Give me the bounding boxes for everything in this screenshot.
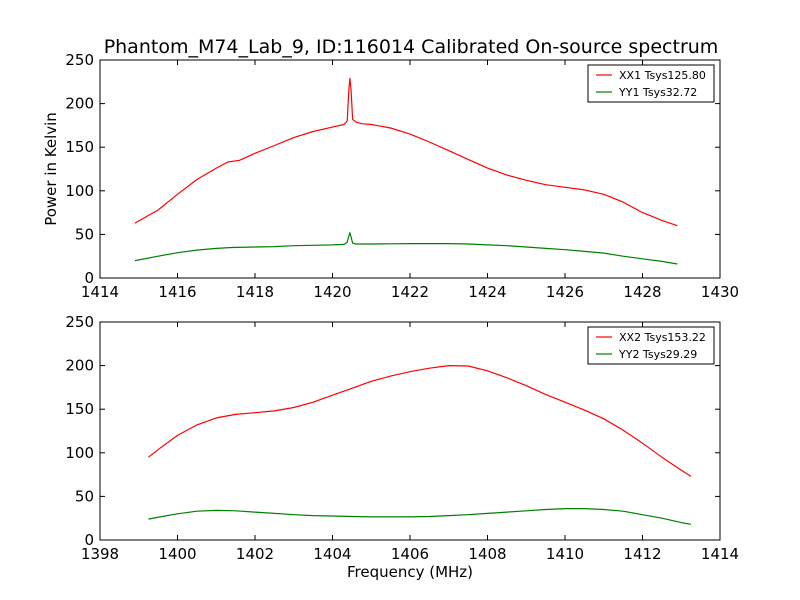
top-spectrum-panel: 1414 1416 1418 1420 1422 1424 1426 1428 1430 0 50 1…: [42, 51, 739, 301]
y-tick-label: 50: [75, 225, 94, 243]
x-tick-label: 1426: [546, 283, 584, 301]
x-tick-label: 1428: [623, 283, 661, 301]
bottom-spectrum-panel: 1398 1400 1402 1404 1406 1408 1410 1412 1414 0 50 1…: [65, 313, 739, 581]
legend: XX2 Tsys153.22 YY2 Tsys29.29: [587, 326, 715, 365]
y-tick-label: 250: [65, 313, 94, 331]
series-line-yy2: [148, 508, 692, 525]
y-tick-label: 150: [65, 400, 94, 418]
y-tick-label: 200: [65, 95, 94, 113]
series-line-xx2: [148, 365, 692, 477]
x-tick-label: 1406: [391, 545, 429, 563]
legend-entry: YY1 Tsys32.72: [618, 86, 697, 99]
legend-box: [587, 64, 715, 103]
y-tick-label: 100: [65, 444, 94, 462]
x-tick-label: 1416: [158, 283, 196, 301]
x-tick-label: 1408: [468, 545, 506, 563]
y-axis-label: Power in Kelvin: [42, 112, 60, 226]
x-tick-label: 1414: [701, 545, 739, 563]
series-line-xx1: [134, 77, 678, 227]
x-tick-label: 1412: [623, 545, 661, 563]
x-tick-label: 1424: [468, 283, 506, 301]
legend: XX1 Tsys125.80 YY1 Tsys32.72: [587, 64, 715, 103]
y-tick-label: 0: [84, 531, 94, 549]
x-tick-label: 1404: [313, 545, 351, 563]
y-tick-label: 100: [65, 182, 94, 200]
x-tick-label: 1398: [81, 545, 119, 563]
x-tick-label: 1418: [236, 283, 274, 301]
y-tick-label: 200: [65, 357, 94, 375]
y-tick-label: 0: [84, 269, 94, 287]
legend-box: [587, 326, 715, 365]
x-tick-label: 1402: [236, 545, 274, 563]
x-tick-label: 1422: [391, 283, 429, 301]
legend-entry: XX2 Tsys153.22: [619, 331, 706, 344]
x-tick-label: 1430: [701, 283, 739, 301]
series-line-yy1: [134, 232, 678, 265]
x-tick-label: 1410: [546, 545, 584, 563]
x-tick-label: 1420: [313, 283, 351, 301]
y-tick-label: 50: [75, 487, 94, 505]
legend-entry: YY2 Tsys29.29: [618, 348, 697, 361]
y-tick-label: 250: [65, 51, 94, 69]
y-tick-label: 150: [65, 138, 94, 156]
legend-entry: XX1 Tsys125.80: [619, 69, 706, 82]
x-axis-label: Frequency (MHz): [347, 563, 473, 581]
x-tick-label: 1414: [81, 283, 119, 301]
x-tick-label: 1400: [158, 545, 196, 563]
chart-title: Phantom_M74_Lab_9, ID:116014 Calibrated …: [104, 36, 719, 58]
